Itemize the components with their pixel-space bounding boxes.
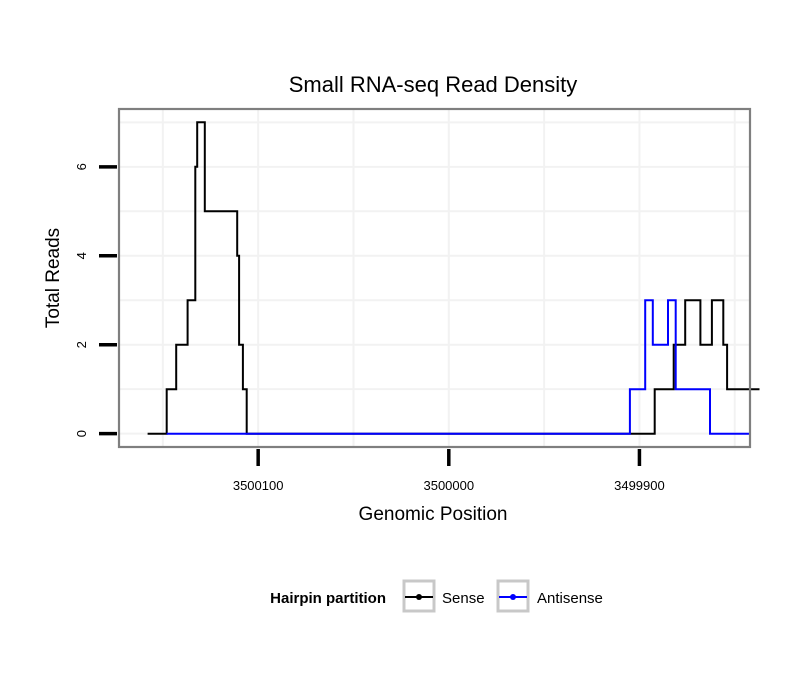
y-tick-label: 4	[74, 252, 89, 259]
legend-key-sense-dot	[416, 594, 422, 600]
x-axis: 3500100 3500000 3499900	[233, 449, 665, 493]
x-tick-label: 3499900	[614, 478, 665, 493]
series-layer	[147, 121, 760, 435]
chart-title: Small RNA-seq Read Density	[289, 72, 578, 97]
legend-key-antisense-dot	[510, 594, 516, 600]
legend-title: Hairpin partition	[270, 590, 386, 607]
y-tick-label: 2	[74, 341, 89, 348]
legend-label-sense: Sense	[442, 590, 485, 607]
x-axis-title: Genomic Position	[359, 504, 508, 525]
series-line-sense	[147, 121, 760, 435]
y-tick-label: 0	[74, 430, 89, 437]
legend: Hairpin partition Sense Antisense	[270, 579, 603, 613]
x-tick-label: 3500100	[233, 478, 284, 493]
series-line-antisense	[166, 299, 750, 435]
plot-border	[117, 107, 752, 449]
y-axis-title: Total Reads	[43, 228, 64, 328]
y-tick-label: 6	[74, 163, 89, 170]
y-axis: 0 2 4 6	[74, 163, 117, 437]
x-tick-label: 3500000	[423, 478, 474, 493]
legend-label-antisense: Antisense	[537, 590, 603, 607]
